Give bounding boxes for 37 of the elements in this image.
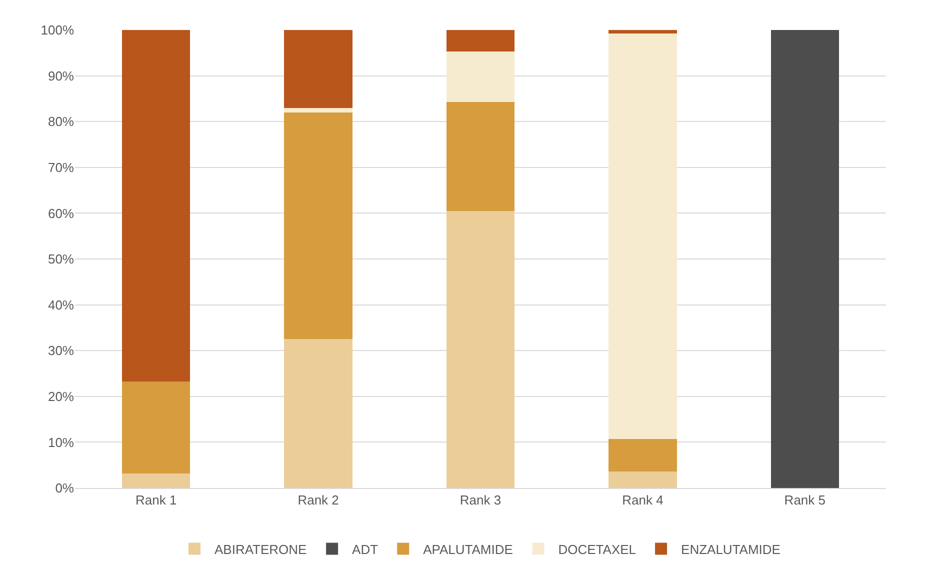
y-tick-label: 90%	[48, 68, 74, 84]
y-tick-label: 60%	[48, 206, 74, 221]
bar	[608, 34, 677, 439]
x-tick-label: Rank 2	[298, 492, 339, 508]
bar	[284, 112, 352, 340]
legend-label: ABIRATERONE	[214, 542, 308, 557]
y-tick-label: 70%	[48, 160, 74, 175]
bar	[284, 108, 352, 112]
x-tick-label: Rank 3	[460, 492, 502, 508]
y-tick-label: 100%	[40, 22, 74, 38]
y-tick-label: 80%	[48, 114, 74, 130]
bar	[122, 382, 190, 474]
bar	[284, 30, 352, 108]
y-tick-label: 50%	[48, 252, 74, 267]
y-tick-label: 10%	[48, 434, 74, 450]
legend-label: ENZALUTAMIDE	[681, 542, 781, 557]
legend-label: APALUTAMIDE	[423, 542, 514, 557]
bar	[446, 52, 515, 102]
bar	[446, 102, 515, 211]
bar	[608, 30, 677, 34]
bar	[446, 30, 515, 52]
bar	[608, 438, 677, 472]
y-tick-label: 0%	[55, 480, 74, 496]
bar	[770, 30, 839, 488]
x-tick-label: Rank 5	[784, 492, 826, 508]
x-tick-label: Rank 4	[622, 492, 664, 508]
y-tick-label: 20%	[48, 388, 74, 404]
y-tick-label: 40%	[48, 297, 74, 312]
legend-label: DOCETAXEL	[558, 542, 636, 557]
bar	[284, 339, 352, 488]
bar	[122, 473, 190, 488]
legend-label: ADT	[352, 542, 378, 557]
bar	[608, 472, 677, 488]
bar	[446, 210, 515, 488]
y-tick-label: 30%	[48, 343, 74, 358]
x-tick-label: Rank 1	[136, 492, 177, 508]
bar	[122, 30, 190, 382]
